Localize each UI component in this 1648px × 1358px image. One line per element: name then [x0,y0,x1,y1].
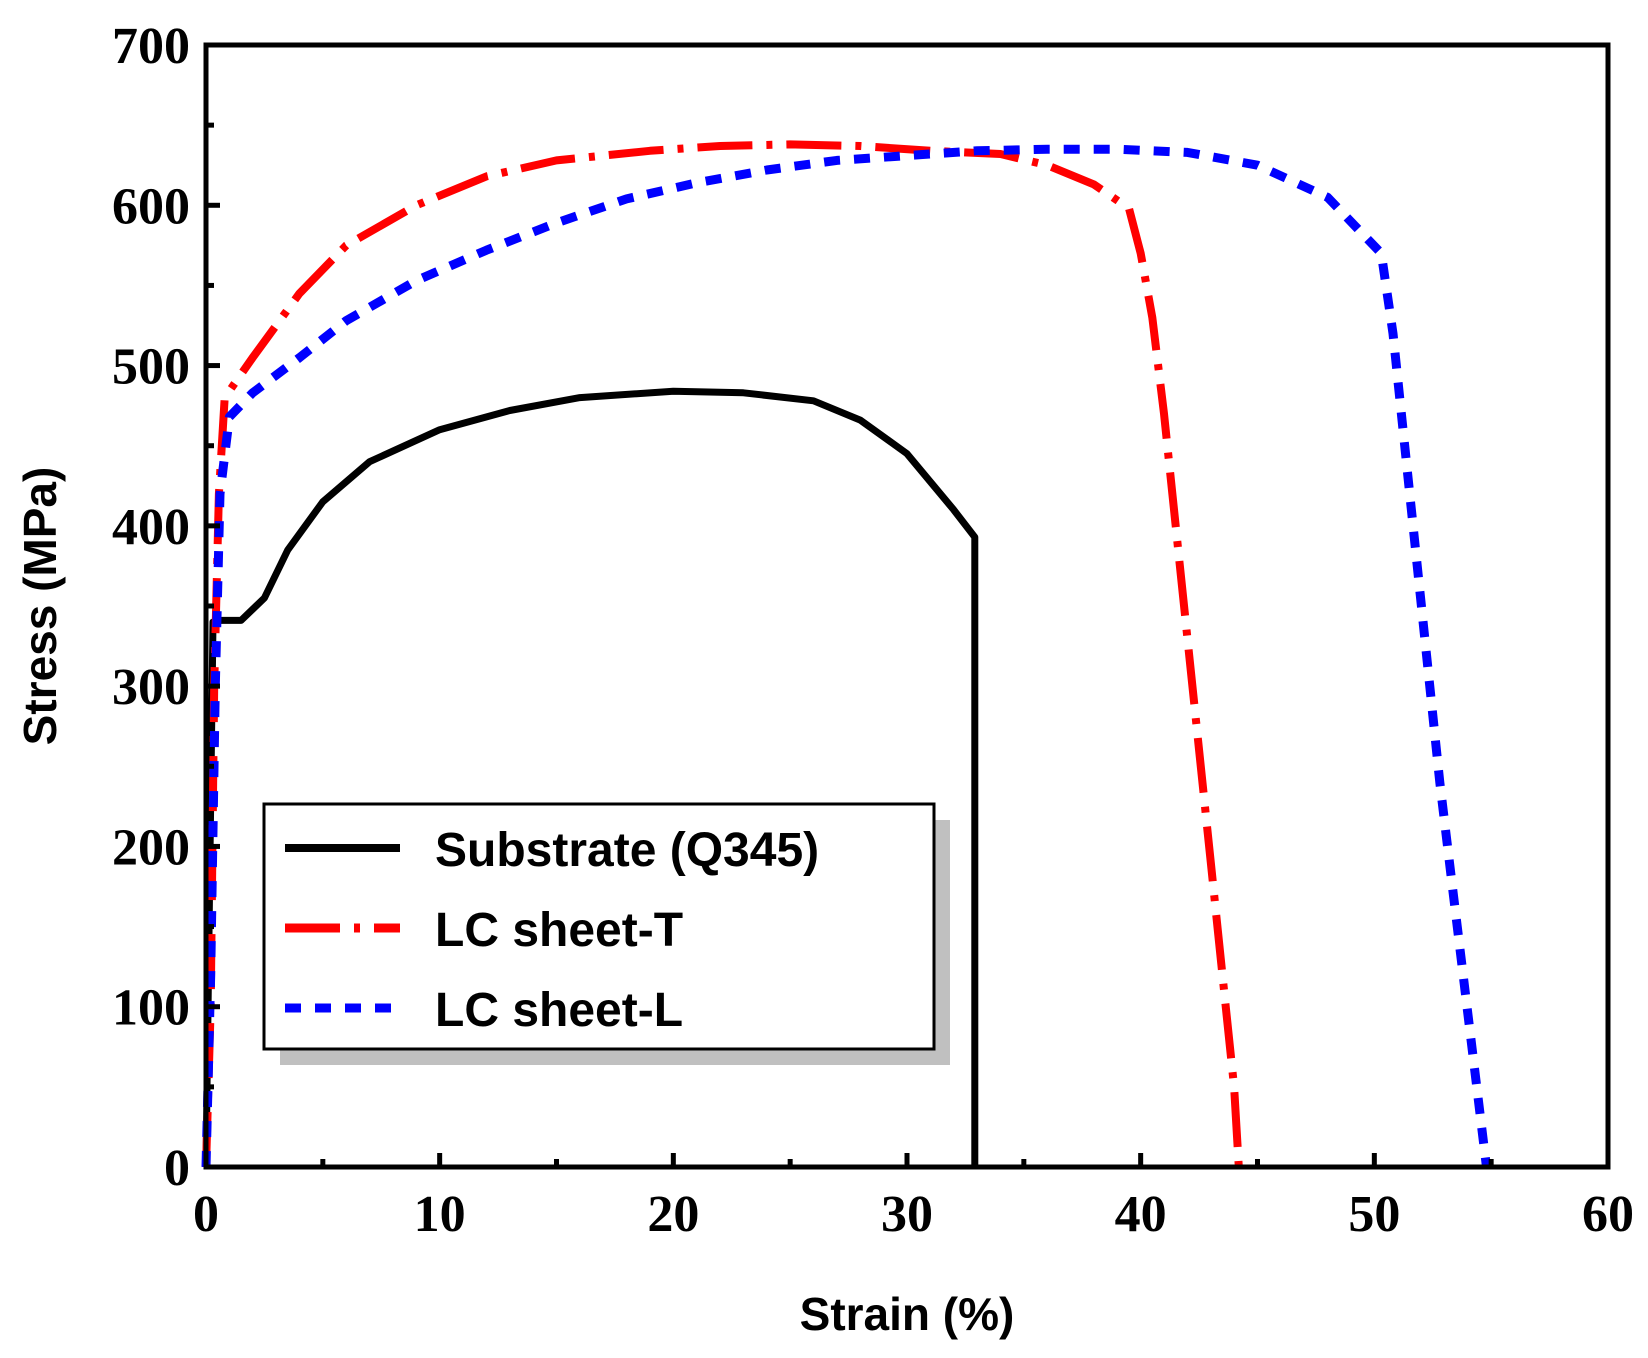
series-layer [201,140,1491,1168]
y-tick-label: 0 [164,1140,190,1197]
series-line-substrate-q345 [202,387,979,1168]
y-tick-label: 200 [112,819,190,876]
legend: Substrate (Q345) LC sheet-T LC sheet-L [262,802,950,1065]
x-axis-title: Strain (%) [800,1288,1015,1340]
y-tick-label: 100 [112,980,190,1037]
x-tick-label: 60 [1582,1186,1634,1243]
x-tick-label: 20 [647,1186,699,1243]
x-tick-label: 30 [881,1186,933,1243]
y-tick-label: 600 [112,178,190,235]
y-axis-title: Stress (MPa) [14,467,66,746]
y-tick-label: 400 [112,499,190,556]
x-tick-label: 0 [193,1186,219,1243]
legend-label-lc-sheet-t: LC sheet-T [435,904,683,957]
y-tick-label: 700 [112,18,190,75]
series-line-lc-sheet-t [202,140,1243,1168]
y-tick-label: 300 [112,659,190,716]
y-tick-label: 500 [112,339,190,396]
x-tick-label: 50 [1348,1186,1400,1243]
x-tick-label: 40 [1115,1186,1167,1243]
legend-label-substrate: Substrate (Q345) [435,824,819,877]
legend-label-lc-sheet-l: LC sheet-L [435,984,683,1037]
series-line-lc-sheet-l [201,144,1491,1168]
x-tick-label: 10 [414,1186,466,1243]
